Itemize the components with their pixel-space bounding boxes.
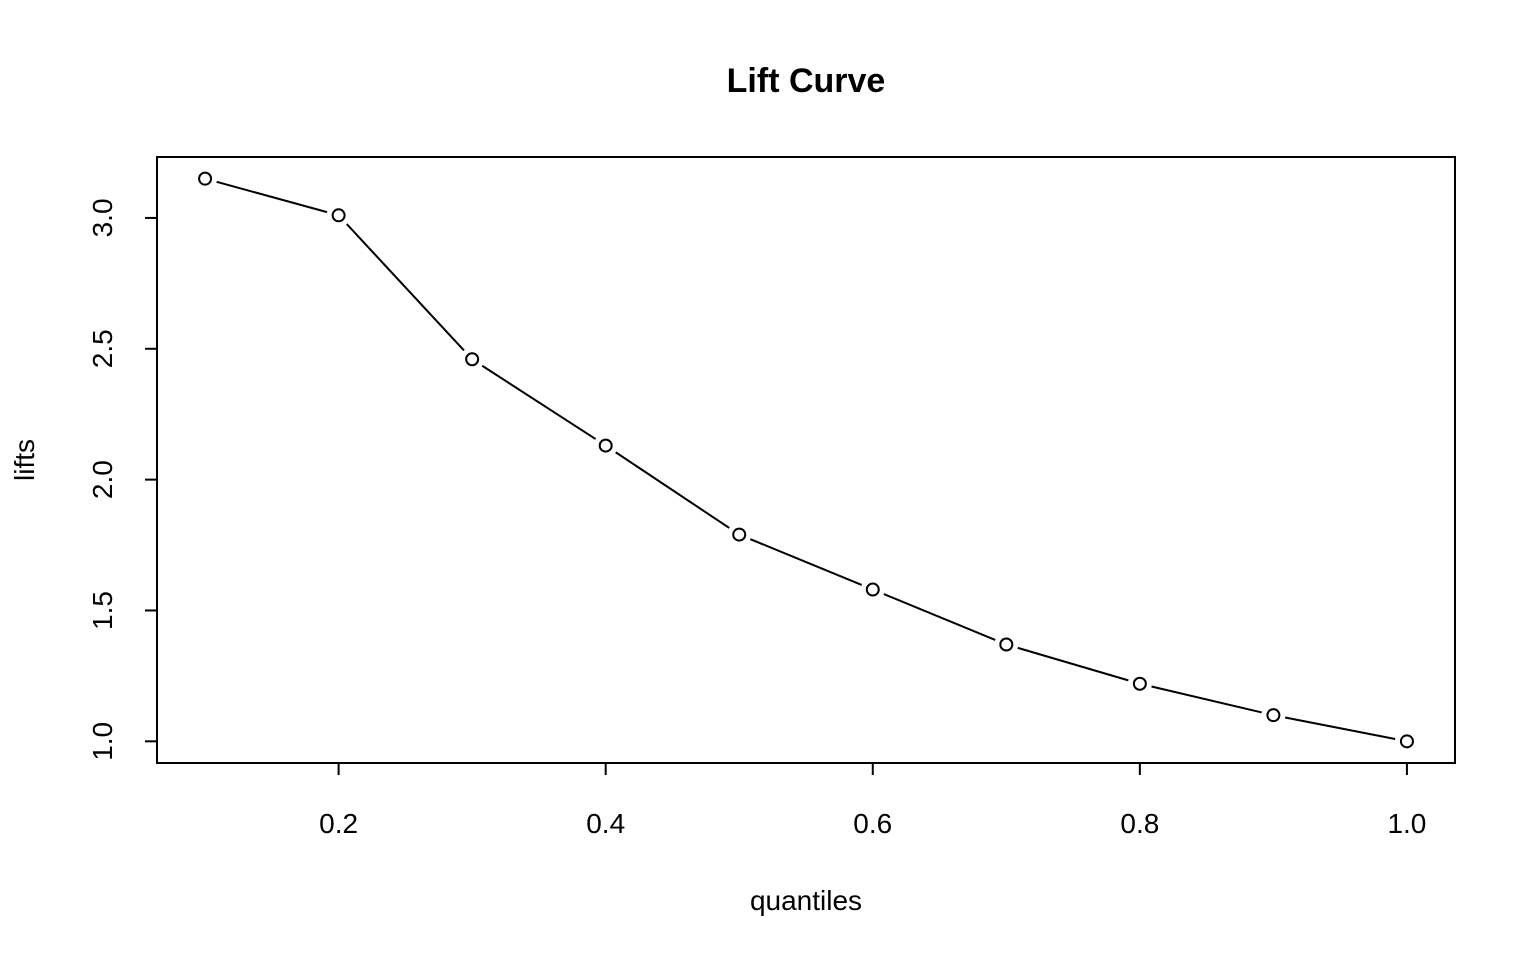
data-point (732, 527, 747, 542)
series-line (216, 180, 1396, 741)
x-tick-label: 0.4 (586, 808, 625, 839)
data-point (1132, 676, 1147, 691)
series-segment (1017, 646, 1129, 682)
x-tick-label: 0.2 (319, 808, 358, 839)
x-tick-label: 0.6 (853, 808, 892, 839)
y-axis-label: lifts (9, 439, 40, 481)
series-segment (1151, 685, 1262, 714)
data-point (465, 352, 480, 367)
y-tick-label: 1.0 (87, 722, 118, 761)
y-axis: 1.0 1.5 2.0 2.5 3.0 (87, 198, 157, 761)
y-tick-label: 1.5 (87, 591, 118, 630)
series-points (198, 171, 1414, 749)
data-point (331, 208, 346, 223)
data-point (1399, 734, 1414, 749)
x-axis: 0.2 0.4 0.6 0.8 1.0 (319, 763, 1426, 839)
x-tick-label: 1.0 (1387, 808, 1426, 839)
series-segment (883, 593, 996, 641)
series-segment (346, 223, 465, 352)
plot-frame (156, 156, 1456, 764)
y-tick-label: 2.0 (87, 460, 118, 499)
x-axis-label: quantiles (750, 885, 862, 916)
series-segment (1284, 716, 1396, 741)
data-point (999, 637, 1014, 652)
data-point (598, 438, 613, 453)
series-segment (615, 451, 730, 529)
series-segment (216, 180, 328, 214)
data-point (865, 582, 880, 597)
x-tick-label: 0.8 (1120, 808, 1159, 839)
data-point (1266, 708, 1281, 723)
data-point (198, 171, 213, 186)
y-tick-label: 3.0 (87, 198, 118, 237)
series-segment (481, 364, 597, 440)
chart-title: Lift Curve (727, 62, 886, 100)
y-tick-label: 2.5 (87, 329, 118, 368)
series-segment (749, 538, 863, 586)
